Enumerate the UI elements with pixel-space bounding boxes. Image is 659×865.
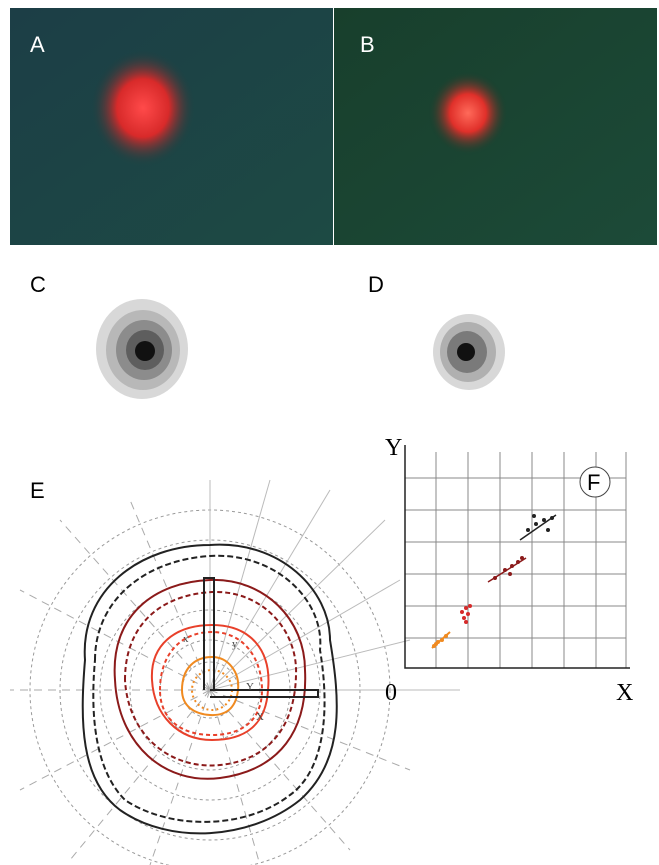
origin-label: 0 — [385, 680, 397, 706]
small-label: Y — [246, 681, 254, 693]
shape — [516, 560, 520, 564]
panel-label: B — [360, 32, 375, 57]
shape — [468, 604, 472, 608]
shape — [460, 604, 472, 624]
shape — [526, 528, 530, 532]
shape — [508, 572, 512, 576]
small-label: x — [183, 633, 189, 645]
figure: A B C D E x y Y X — [0, 0, 659, 865]
panel-a: A — [10, 8, 333, 245]
shape — [526, 514, 554, 532]
shape — [503, 568, 507, 572]
small-label: y — [232, 638, 238, 650]
shape — [466, 612, 470, 616]
shape — [440, 638, 444, 642]
shape — [130, 500, 210, 690]
shape — [542, 518, 546, 522]
shape — [534, 522, 538, 526]
shape — [462, 616, 466, 620]
panel-label: A — [30, 32, 45, 57]
shape — [493, 576, 497, 580]
shape — [532, 514, 536, 518]
shape — [135, 341, 155, 361]
shape — [464, 606, 468, 610]
shape — [210, 690, 350, 850]
shape — [60, 520, 210, 690]
panel-f: Y X 0 F — [385, 435, 633, 706]
panel-e: E x y Y X — [10, 478, 460, 865]
shape — [150, 690, 210, 865]
spot — [428, 71, 508, 155]
axis-label: Y — [385, 435, 402, 461]
shape — [464, 620, 468, 624]
shape — [434, 642, 438, 646]
shape — [457, 343, 475, 361]
shape — [444, 634, 448, 638]
shape — [210, 690, 410, 770]
panel-label: C — [30, 272, 46, 297]
panel-b: B — [334, 8, 657, 245]
small-label: X — [256, 711, 264, 723]
shape — [460, 610, 464, 614]
shape — [550, 516, 554, 520]
panel-label: D — [368, 272, 384, 297]
shape — [546, 528, 550, 532]
panel-c: C — [30, 272, 188, 399]
spot — [91, 50, 195, 166]
panel-label: F — [587, 470, 600, 495]
panel-d: D — [368, 272, 505, 390]
shape — [210, 640, 410, 690]
panel-label: E — [30, 478, 45, 503]
shape — [520, 556, 524, 560]
shape — [510, 564, 514, 568]
axis-label: X — [616, 680, 633, 706]
